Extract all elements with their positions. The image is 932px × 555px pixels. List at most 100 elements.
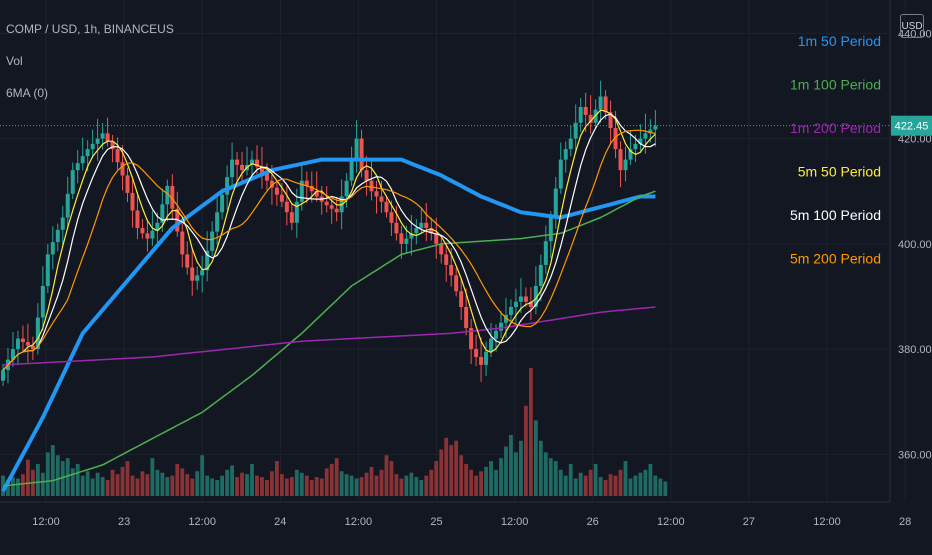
y-tick-label: 400.00 <box>898 239 932 251</box>
volume-indicator-label[interactable]: Vol <box>6 54 23 68</box>
volume-bar <box>369 466 374 496</box>
x-tick-label: 12:00 <box>813 516 841 528</box>
volume-bar <box>55 455 60 496</box>
candle-body <box>309 185 314 192</box>
candle-body <box>95 138 100 144</box>
volume-bar <box>245 474 249 496</box>
ma-indicator-label[interactable]: 6MA (0) <box>6 86 49 100</box>
candle-body <box>304 180 309 186</box>
volume-bar <box>284 478 289 496</box>
volume-bar <box>60 461 65 496</box>
volume-bar <box>200 455 205 496</box>
candle-body <box>349 159 354 181</box>
y-tick-label: 360.00 <box>898 449 932 461</box>
candle-body <box>414 228 419 234</box>
candle-body <box>444 254 449 265</box>
candle-body <box>364 170 369 181</box>
candle-body <box>558 159 563 189</box>
candle-body <box>30 345 35 350</box>
volume-bar <box>265 480 269 496</box>
candle-body <box>613 128 618 150</box>
volume-bar <box>210 478 215 496</box>
candle-body <box>125 175 130 193</box>
candle-body <box>513 301 518 307</box>
candle-body <box>225 177 230 195</box>
volume-bar <box>235 477 239 496</box>
x-tick-label: 12:00 <box>501 516 529 528</box>
candle-body <box>643 133 648 139</box>
volume-bar <box>643 469 648 496</box>
volume-bar <box>434 461 439 496</box>
volume-bar <box>528 368 533 496</box>
volume-bar <box>538 440 543 496</box>
candle-body <box>259 166 264 174</box>
volume-bar <box>80 475 85 496</box>
candle-body <box>633 143 638 150</box>
volume-bar <box>35 464 40 496</box>
candle-body <box>503 314 508 323</box>
candle-body <box>180 231 185 255</box>
volume-bar <box>628 478 633 496</box>
candle-body <box>389 212 394 223</box>
candle-body <box>494 330 499 339</box>
candle-body <box>499 322 503 331</box>
volume-bar <box>319 478 324 496</box>
candle-body <box>60 217 65 230</box>
candle-body <box>15 338 20 350</box>
volume-bar <box>514 452 518 496</box>
volume-bar <box>464 464 469 496</box>
candle-body <box>638 138 643 144</box>
candle-body <box>70 170 75 194</box>
volume-bar <box>100 477 105 496</box>
symbol-title[interactable]: COMP / USD, 1h, BINANCEUS <box>6 22 174 36</box>
volume-bar <box>469 469 474 496</box>
candle-body <box>190 267 195 281</box>
candle-body <box>399 233 404 244</box>
candle-body <box>165 185 170 205</box>
candle-body <box>598 96 603 110</box>
x-tick-label: 12:00 <box>32 516 60 528</box>
volume-bar <box>105 480 110 496</box>
volume-bar <box>135 478 140 496</box>
volume-bar <box>175 464 180 496</box>
candle-body <box>235 159 240 165</box>
volume-bar <box>384 455 389 496</box>
volume-bar <box>85 471 90 496</box>
x-tick-label: 12:00 <box>345 516 373 528</box>
candle-body <box>543 241 548 265</box>
volume-bar <box>454 440 459 496</box>
candle-body <box>379 196 384 202</box>
volume-bar <box>648 464 653 496</box>
ma-line <box>2 109 656 371</box>
volume-bar <box>339 471 344 496</box>
x-tick-label: 12:00 <box>188 516 216 528</box>
candle-body <box>299 180 304 202</box>
volume-bar <box>205 475 210 496</box>
currency-button[interactable]: USD <box>900 14 924 38</box>
candle-body <box>230 159 235 178</box>
volume-bar <box>359 477 364 496</box>
volume-bar <box>50 445 55 496</box>
legend-entry: 5m 100 Period <box>790 207 881 223</box>
candle-body <box>150 230 155 239</box>
candle-body <box>628 149 633 160</box>
volume-bar <box>125 461 130 496</box>
volume-bar <box>75 464 80 496</box>
candle-body <box>145 233 150 239</box>
volume-bar <box>484 466 488 496</box>
volume-bar <box>519 440 523 496</box>
volume-bar <box>474 475 478 496</box>
candle-body <box>65 193 70 218</box>
candle-body <box>324 201 329 206</box>
volume-bar <box>354 478 359 496</box>
volume-bar <box>653 475 658 496</box>
volume-bar <box>588 469 593 496</box>
volume-bar <box>364 472 369 496</box>
candle-body <box>648 129 653 134</box>
ma-line <box>2 113 656 371</box>
volume-bar <box>275 461 279 496</box>
candle-body <box>80 156 85 164</box>
volume-bar <box>115 474 120 496</box>
